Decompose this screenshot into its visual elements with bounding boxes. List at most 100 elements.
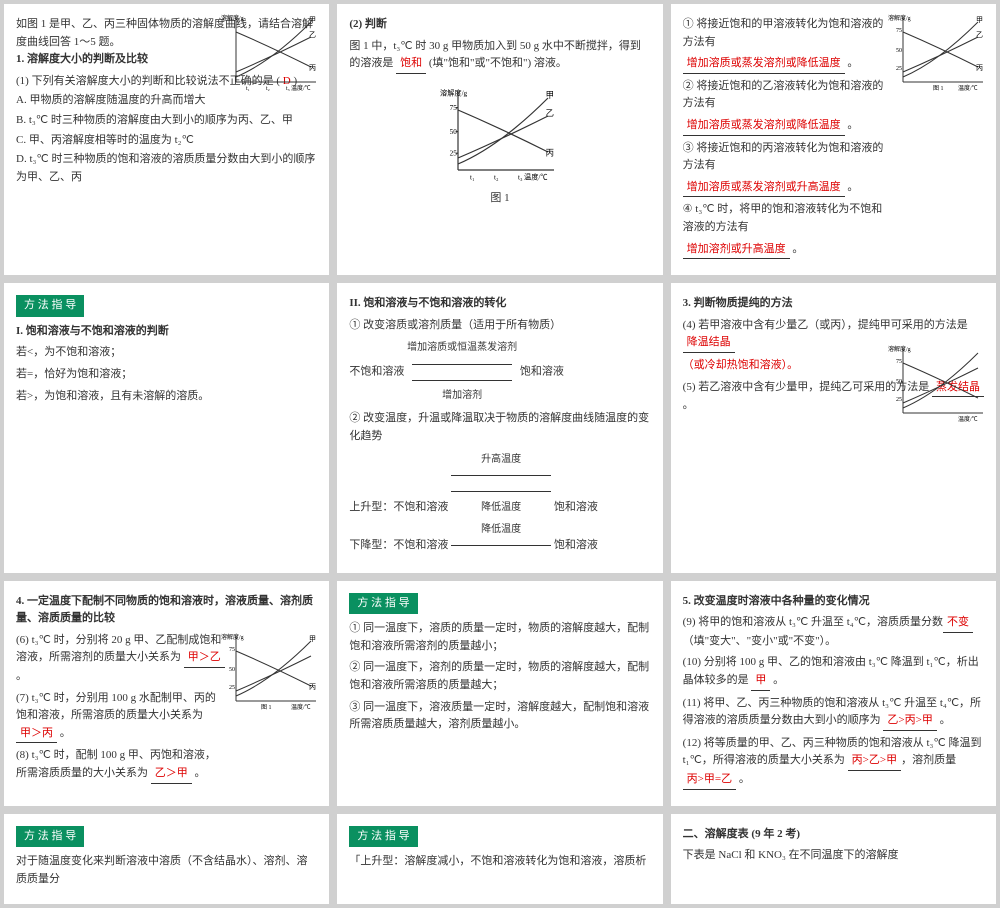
svg-text:溶解度/g: 溶解度/g — [440, 88, 468, 97]
card-5: II. 饱和溶液与不饱和溶液的转化 ① 改变溶质或溶剂质量（适用于所有物质） 不… — [337, 283, 662, 573]
c5-box1r: 饱和溶液 — [520, 366, 564, 378]
c3-l1: ① 将接近饱和的甲溶液转化为饱和溶液的方法有 — [683, 16, 893, 51]
c4-t: I. 饱和溶液与不饱和溶液的判断 — [16, 323, 317, 341]
c2-p1b: (填"饱和"或"不饱和") 溶液。 — [429, 57, 567, 69]
c9-l2: (10) 分别将 100 g 甲、乙的饱和溶液由 t₃℃ 降温到 t₁℃，析出晶… — [683, 654, 984, 690]
svg-text:75: 75 — [896, 28, 902, 34]
svg-text:丙: 丙 — [309, 64, 316, 72]
c6-t: 3. 判断物质提纯的方法 — [683, 295, 984, 313]
c9-l1b: （填"变大"、"变小"或"不变"）。 — [683, 635, 836, 647]
c7-a1: 甲＞乙 — [184, 649, 225, 668]
solubility-graph-1: 甲乙丙溶解度/g温度/℃t₁t₂t₃ — [221, 12, 321, 92]
c7-t: 4. 一定温度下配制不同物质的饱和溶液时，溶液质量、溶剂质量、溶质质量的比较 — [16, 593, 317, 628]
svg-text:丙: 丙 — [976, 64, 983, 72]
c5-t: II. 饱和溶液与不饱和溶液的转化 — [349, 295, 650, 313]
card-8: 方 法 指 导 ① 同一温度下，溶质的质量一定时，物质的溶解度越大，配制饱和溶液… — [337, 581, 662, 806]
svg-text:甲: 甲 — [309, 16, 316, 24]
c3-a4: 增加溶剂或升高温度 — [683, 241, 790, 260]
svg-text:50: 50 — [896, 48, 902, 54]
svg-text:丙: 丙 — [546, 148, 554, 157]
svg-text:t₃: t₃ — [286, 86, 290, 92]
solubility-graph-2: 755025甲乙丙溶解度/g温度/℃t₁t₂t₃ — [440, 84, 560, 184]
arrow-l2 — [451, 491, 551, 492]
method-tag-3: 方 法 指 导 — [16, 826, 84, 848]
svg-text:75: 75 — [896, 359, 902, 365]
c5-box1a: 增加溶质或恒温蒸发溶剂 — [407, 342, 517, 353]
card-11: 方 法 指 导 「上升型：溶解度减小，不饱和溶液转化为饱和溶液，溶质析 — [337, 814, 662, 905]
solubility-graph-3: 75 50 25 甲乙丙 溶解度/g 温度/℃ 图 1 — [888, 12, 988, 92]
c9-a2: 甲 — [751, 672, 770, 691]
svg-text:温度/℃: 温度/℃ — [524, 172, 548, 181]
c5-upb: 降低温度 — [481, 502, 521, 513]
svg-text:温度/℃: 温度/℃ — [291, 703, 311, 711]
c8-l3: ③ 同一温度下，溶液质量一定时，溶解度越大，配制饱和溶液所需溶质质量越大，溶剂质… — [349, 699, 650, 734]
svg-text:甲: 甲 — [546, 91, 554, 100]
card-12: 二、溶解度表 (9 年 2 考) 下表是 NaCl 和 KNO₃ 在不同温度下的… — [671, 814, 996, 905]
svg-text:25: 25 — [896, 397, 902, 403]
svg-text:乙: 乙 — [546, 109, 554, 118]
c9-l4: (12) 将等质量的甲、乙、丙三种物质的饱和溶液从 t₃℃ 降温到 t₁℃，所得… — [683, 735, 984, 790]
svg-text:溶解度/g: 溶解度/g — [888, 14, 911, 22]
c5-l2: ② 改变温度，升温或降温取决于物质的溶解度曲线随温度的变化趋势 — [349, 410, 650, 445]
c6-l1t: (4) 若甲溶液中含有少量乙（或丙），提纯甲可采用的方法是 — [683, 319, 968, 331]
svg-text:溶解度/g: 溶解度/g — [888, 345, 911, 353]
c5-dnr: 饱和溶液 — [554, 539, 598, 551]
c7-a2: 甲＞丙 — [16, 725, 57, 744]
c5-dn: 下降型：不饱和溶液 — [349, 539, 448, 551]
c5-box1b: 增加溶剂 — [442, 390, 482, 401]
c4-l2: 若=，恰好为饱和溶液； — [16, 366, 317, 384]
c3-l4: ④ t₃℃ 时，将甲的饱和溶液转化为不饱和溶液的方法有 — [683, 201, 893, 236]
c9-a4b: 丙>甲=乙 — [683, 771, 736, 790]
card-7: 755025甲丙溶解度/g温度/℃图 1 4. 一定温度下配制不同物质的饱和溶液… — [4, 581, 329, 806]
optA: A. 甲物质的溶解度随温度的升高而增大 — [16, 92, 317, 110]
conversion-1: 不饱和溶液 增加溶质或恒温蒸发溶剂 增加溶剂 饱和溶液 — [349, 340, 650, 404]
svg-text:乙: 乙 — [309, 31, 316, 39]
c8-l1: ① 同一温度下，溶质的质量一定时，物质的溶解度越大，配制饱和溶液所需溶剂的质量越… — [349, 620, 650, 655]
c5-box1l: 不饱和溶液 — [349, 366, 404, 378]
c2-p1: 图 1 中，t₃℃ 时 30 g 甲物质加入到 50 g 水中不断搅拌，得到的溶… — [349, 38, 650, 74]
c7-l1: (6) t₃℃ 时，分别将 20 g 甲、乙配制成饱和溶液，所需溶剂的质量大小关… — [16, 632, 226, 686]
svg-text:t₃: t₃ — [518, 173, 523, 181]
arrow-right-1 — [412, 364, 512, 365]
svg-text:25: 25 — [896, 66, 902, 72]
c3-a1: 增加溶质或蒸发溶剂或降低温度 — [683, 55, 845, 74]
c9-t: 5. 改变温度时溶液中各种量的变化情况 — [683, 593, 984, 611]
svg-text:溶解度/g: 溶解度/g — [221, 14, 244, 22]
solubility-graph-4: 755025溶解度/g温度/℃ — [888, 343, 988, 423]
card-6: 755025溶解度/g温度/℃ 3. 判断物质提纯的方法 (4) 若甲溶液中含有… — [671, 283, 996, 573]
svg-text:甲: 甲 — [976, 16, 983, 24]
svg-text:温度/℃: 温度/℃ — [291, 84, 311, 92]
svg-text:50: 50 — [896, 379, 902, 385]
method-tag-2: 方 法 指 导 — [349, 593, 417, 615]
conversion-down: 下降型：不饱和溶液 降低温度 饱和溶液 — [349, 522, 650, 555]
svg-text:温度/℃: 温度/℃ — [958, 84, 978, 92]
c5-up: 上升型：不饱和溶液 — [349, 501, 448, 513]
c9-l4b: ，溶剂质量 — [901, 754, 956, 766]
c3-l2: ② 将接近饱和的乙溶液转化为饱和溶液的方法有 — [683, 78, 893, 113]
method-tag-4: 方 法 指 导 — [349, 826, 417, 848]
c4-l1: 若<，为不饱和溶液； — [16, 344, 317, 362]
c9-l2t: (10) 分别将 100 g 甲、乙的饱和溶液由 t₃℃ 降温到 t₁℃，析出晶… — [683, 656, 979, 686]
optC: C. 甲、丙溶解度相等时的温度为 t₂℃ — [16, 132, 317, 150]
c12-t: 二、溶解度表 (9 年 2 考) — [683, 826, 984, 844]
c3-l3: ③ 将接近饱和的丙溶液转化为饱和溶液的方法有 — [683, 140, 893, 175]
svg-text:25: 25 — [229, 685, 235, 691]
arrow-r2 — [451, 475, 551, 476]
svg-text:乙: 乙 — [976, 31, 983, 39]
card-1: 甲乙丙溶解度/g温度/℃t₁t₂t₃ 如图 1 是甲、乙、丙三种固体物质的溶解度… — [4, 4, 329, 275]
c7-l3: (8) t₃℃ 时，配制 100 g 甲、丙饱和溶液，所需溶质质量的大小关系为 … — [16, 747, 226, 783]
c9-l1: (9) 将甲的饱和溶液从 t₃℃ 升温至 t₄℃，溶质质量分数不变（填"变大"、… — [683, 614, 984, 650]
c9-a4: 丙>乙>甲 — [848, 752, 901, 771]
card-3: 75 50 25 甲乙丙 溶解度/g 温度/℃ 图 1 ① 将接近饱和的甲溶液转化为饱和溶液… — [671, 4, 996, 275]
svg-text:t₁: t₁ — [246, 86, 250, 92]
c10-l1: 对于随温度变化来判断溶液中溶质（不含结晶水）、溶剂、溶质质量分 — [16, 853, 317, 888]
c5-l1: ① 改变溶质或溶剂质量（适用于所有物质） — [349, 317, 650, 335]
c2-title: (2) 判断 — [349, 16, 650, 34]
card-9: 5. 改变温度时溶液中各种量的变化情况 (9) 将甲的饱和溶液从 t₃℃ 升温至… — [671, 581, 996, 806]
svg-text:t₂: t₂ — [494, 173, 499, 181]
svg-text:丙: 丙 — [309, 683, 316, 691]
card-10: 方 法 指 导 对于随温度变化来判断溶液中溶质（不含结晶水）、溶剂、溶质质量分 — [4, 814, 329, 905]
svg-text:t₁: t₁ — [470, 173, 475, 181]
method-tag-1: 方 法 指 导 — [16, 295, 84, 317]
svg-text:图 1: 图 1 — [933, 85, 944, 92]
